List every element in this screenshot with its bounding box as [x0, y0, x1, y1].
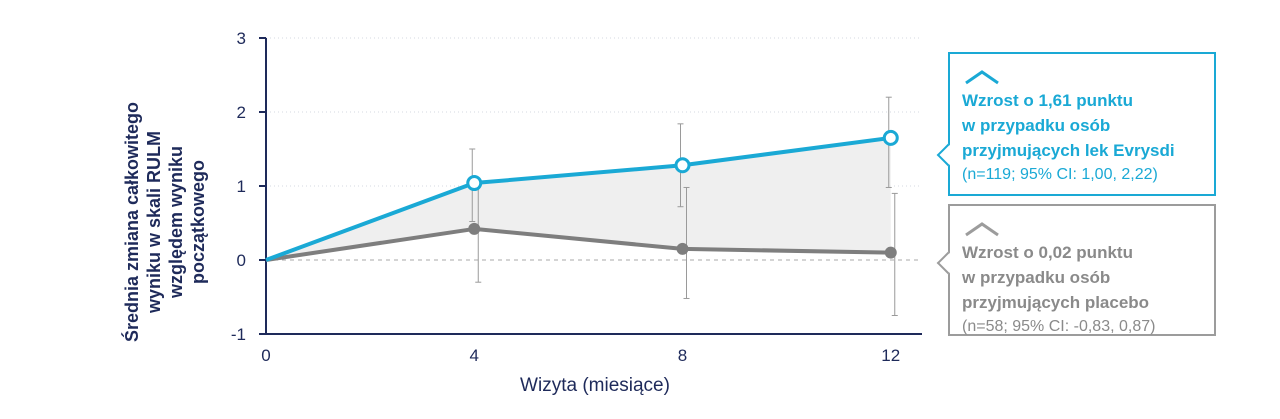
y-axis-title-line: początkowego [188, 160, 208, 284]
placebo-headline: Wzrost o 0,02 punktu w przypadku osób pr… [962, 243, 1150, 312]
evrysdi-callout: Wzrost o 1,61 punktu w przypadku osób pr… [936, 52, 1216, 196]
y-tick-label: 2 [237, 103, 246, 122]
evrysdi-point [882, 129, 899, 146]
x-axis-title: Wizyta (miesiące) [520, 375, 670, 396]
shaded-difference-area [266, 137, 891, 260]
evrysdi-point [466, 175, 483, 192]
placebo-point [884, 246, 897, 259]
y-axis-ticks: 3 2 1 0 -1 [231, 29, 266, 344]
evrysdi-series-line [265, 135, 892, 262]
y-tick-label: 3 [237, 29, 246, 48]
x-tick-label: 8 [678, 346, 687, 365]
chevron-up-icon [965, 70, 999, 85]
y-tick-label: 1 [237, 177, 246, 196]
y-axis-title-line: Średnia zmiana całkowitego [121, 102, 142, 342]
placebo-point [468, 222, 481, 235]
series-lines [265, 135, 892, 262]
y-tick-label: 0 [237, 251, 246, 270]
evrysdi-stats: (n=119; 95% CI: 1,00, 2,22) [962, 166, 1158, 183]
y-tick-label: -1 [231, 325, 246, 344]
data-points [466, 129, 899, 259]
placebo-series-line [265, 226, 891, 262]
chevron-up-icon [965, 222, 999, 237]
y-axis-title-line: wyniku w skali RULM [144, 131, 164, 314]
evrysdi-headline: Wzrost o 1,61 punktu w przypadku osób pr… [962, 91, 1175, 160]
x-axis-ticks: 0 4 8 12 [261, 346, 900, 365]
x-tick-label: 12 [881, 346, 900, 365]
evrysdi-point [674, 157, 691, 174]
y-axis-title: Średnia zmiana całkowitego wyniku w skali… [121, 102, 208, 342]
x-tick-label: 4 [470, 346, 479, 365]
x-tick-label: 0 [261, 346, 270, 365]
y-axis-title-line: względem wyniku [166, 146, 186, 299]
placebo-point [676, 242, 689, 255]
placebo-callout: Wzrost o 0,02 punktu w przypadku osób pr… [936, 204, 1216, 336]
placebo-stats: (n=58; 95% CI: -0,83, 0,87) [962, 318, 1156, 335]
